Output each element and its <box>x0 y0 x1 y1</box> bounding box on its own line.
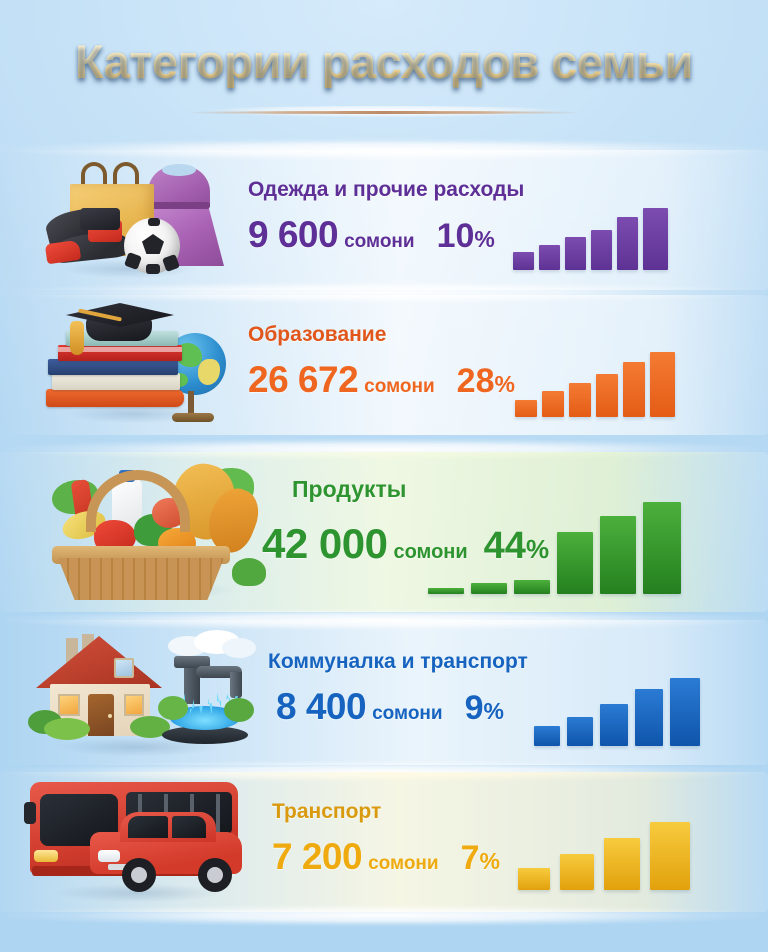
category-row-education[interactable]: Образование 26 672 сомони 28% <box>0 279 768 435</box>
grocery-basket-icon <box>26 456 276 606</box>
bar <box>513 252 534 270</box>
category-label: Коммуналка и транспорт <box>268 650 528 673</box>
amount-value: 7 200 <box>272 836 363 877</box>
bar <box>569 383 591 417</box>
bar <box>670 678 700 746</box>
percent-value: 44% <box>483 525 550 567</box>
bar <box>617 217 638 270</box>
bar <box>565 237 586 270</box>
bar <box>600 704 628 746</box>
bar <box>557 532 593 594</box>
bar <box>518 868 550 890</box>
category-label: Образование <box>248 323 387 346</box>
bar <box>542 391 564 417</box>
percent-value: 9% <box>464 689 504 727</box>
bar <box>428 588 464 594</box>
page-title: Категории расходов семьи <box>0 34 768 89</box>
bar <box>591 230 612 270</box>
bus-car-icon <box>12 776 260 908</box>
amount-unit: сомони <box>368 853 439 874</box>
amount-line: 8 400 сомони 9% <box>276 686 504 728</box>
category-row-groceries[interactable]: Продукты 42 000 сомони 44% <box>0 436 768 612</box>
amount-unit: сомони <box>344 231 415 252</box>
category-row-utilities[interactable]: Коммуналка и транспорт 8 400 сомони 9% <box>0 606 768 765</box>
bar <box>515 400 537 417</box>
house-faucet-gas-burner-icon <box>18 622 258 762</box>
bar <box>604 838 640 890</box>
amount-value: 26 672 <box>248 359 359 400</box>
bar <box>596 374 618 417</box>
bar <box>643 208 668 270</box>
amount-value: 9 600 <box>248 214 339 255</box>
amount-line: 42 000 сомони 44% <box>262 520 549 568</box>
category-row-transport[interactable]: Транспорт 7 200 сомони 7% <box>0 758 768 912</box>
bar-chart-transport <box>518 812 690 890</box>
category-label: Продукты <box>292 476 407 502</box>
category-label: Транспорт <box>272 800 382 823</box>
category-row-clothing[interactable]: Одежда и прочие расходы 9 600 сомони 10% <box>0 136 768 290</box>
amount-value: 42 000 <box>262 520 388 567</box>
percent-value: 28% <box>456 362 515 400</box>
bar <box>534 726 560 746</box>
amount-line: 9 600 сомони 10% <box>248 214 495 256</box>
bar <box>650 822 690 890</box>
bar <box>650 352 675 417</box>
bar <box>471 583 507 594</box>
amount-line: 7 200 сомони 7% <box>272 836 500 878</box>
bar-chart-groceries <box>428 474 681 594</box>
bar <box>567 717 593 746</box>
bar <box>623 362 645 417</box>
bar <box>643 502 681 594</box>
bar-chart-utilities <box>534 670 700 746</box>
percent-value: 10% <box>436 217 495 255</box>
bar <box>560 854 594 890</box>
page-title-text: Категории расходов семьи <box>75 35 693 88</box>
category-label: Одежда и прочие расходы <box>248 178 525 201</box>
amount-unit: сомони <box>393 541 468 563</box>
bar-chart-clothing <box>513 200 668 270</box>
percent-value: 7% <box>460 839 500 877</box>
amount-unit: сомони <box>372 703 443 724</box>
bar <box>635 689 663 746</box>
amount-line: 26 672 сомони 28% <box>248 359 515 401</box>
shopping-bag-dress-shoes-ball-icon <box>28 152 228 284</box>
bar <box>514 580 550 594</box>
amount-value: 8 400 <box>276 686 367 727</box>
bar-chart-education <box>515 343 675 417</box>
bar <box>539 245 560 270</box>
graduation-cap-books-globe-icon <box>34 299 234 427</box>
amount-unit: сомони <box>364 376 435 397</box>
bar <box>600 516 636 594</box>
title-underline-swoosh <box>134 106 634 122</box>
